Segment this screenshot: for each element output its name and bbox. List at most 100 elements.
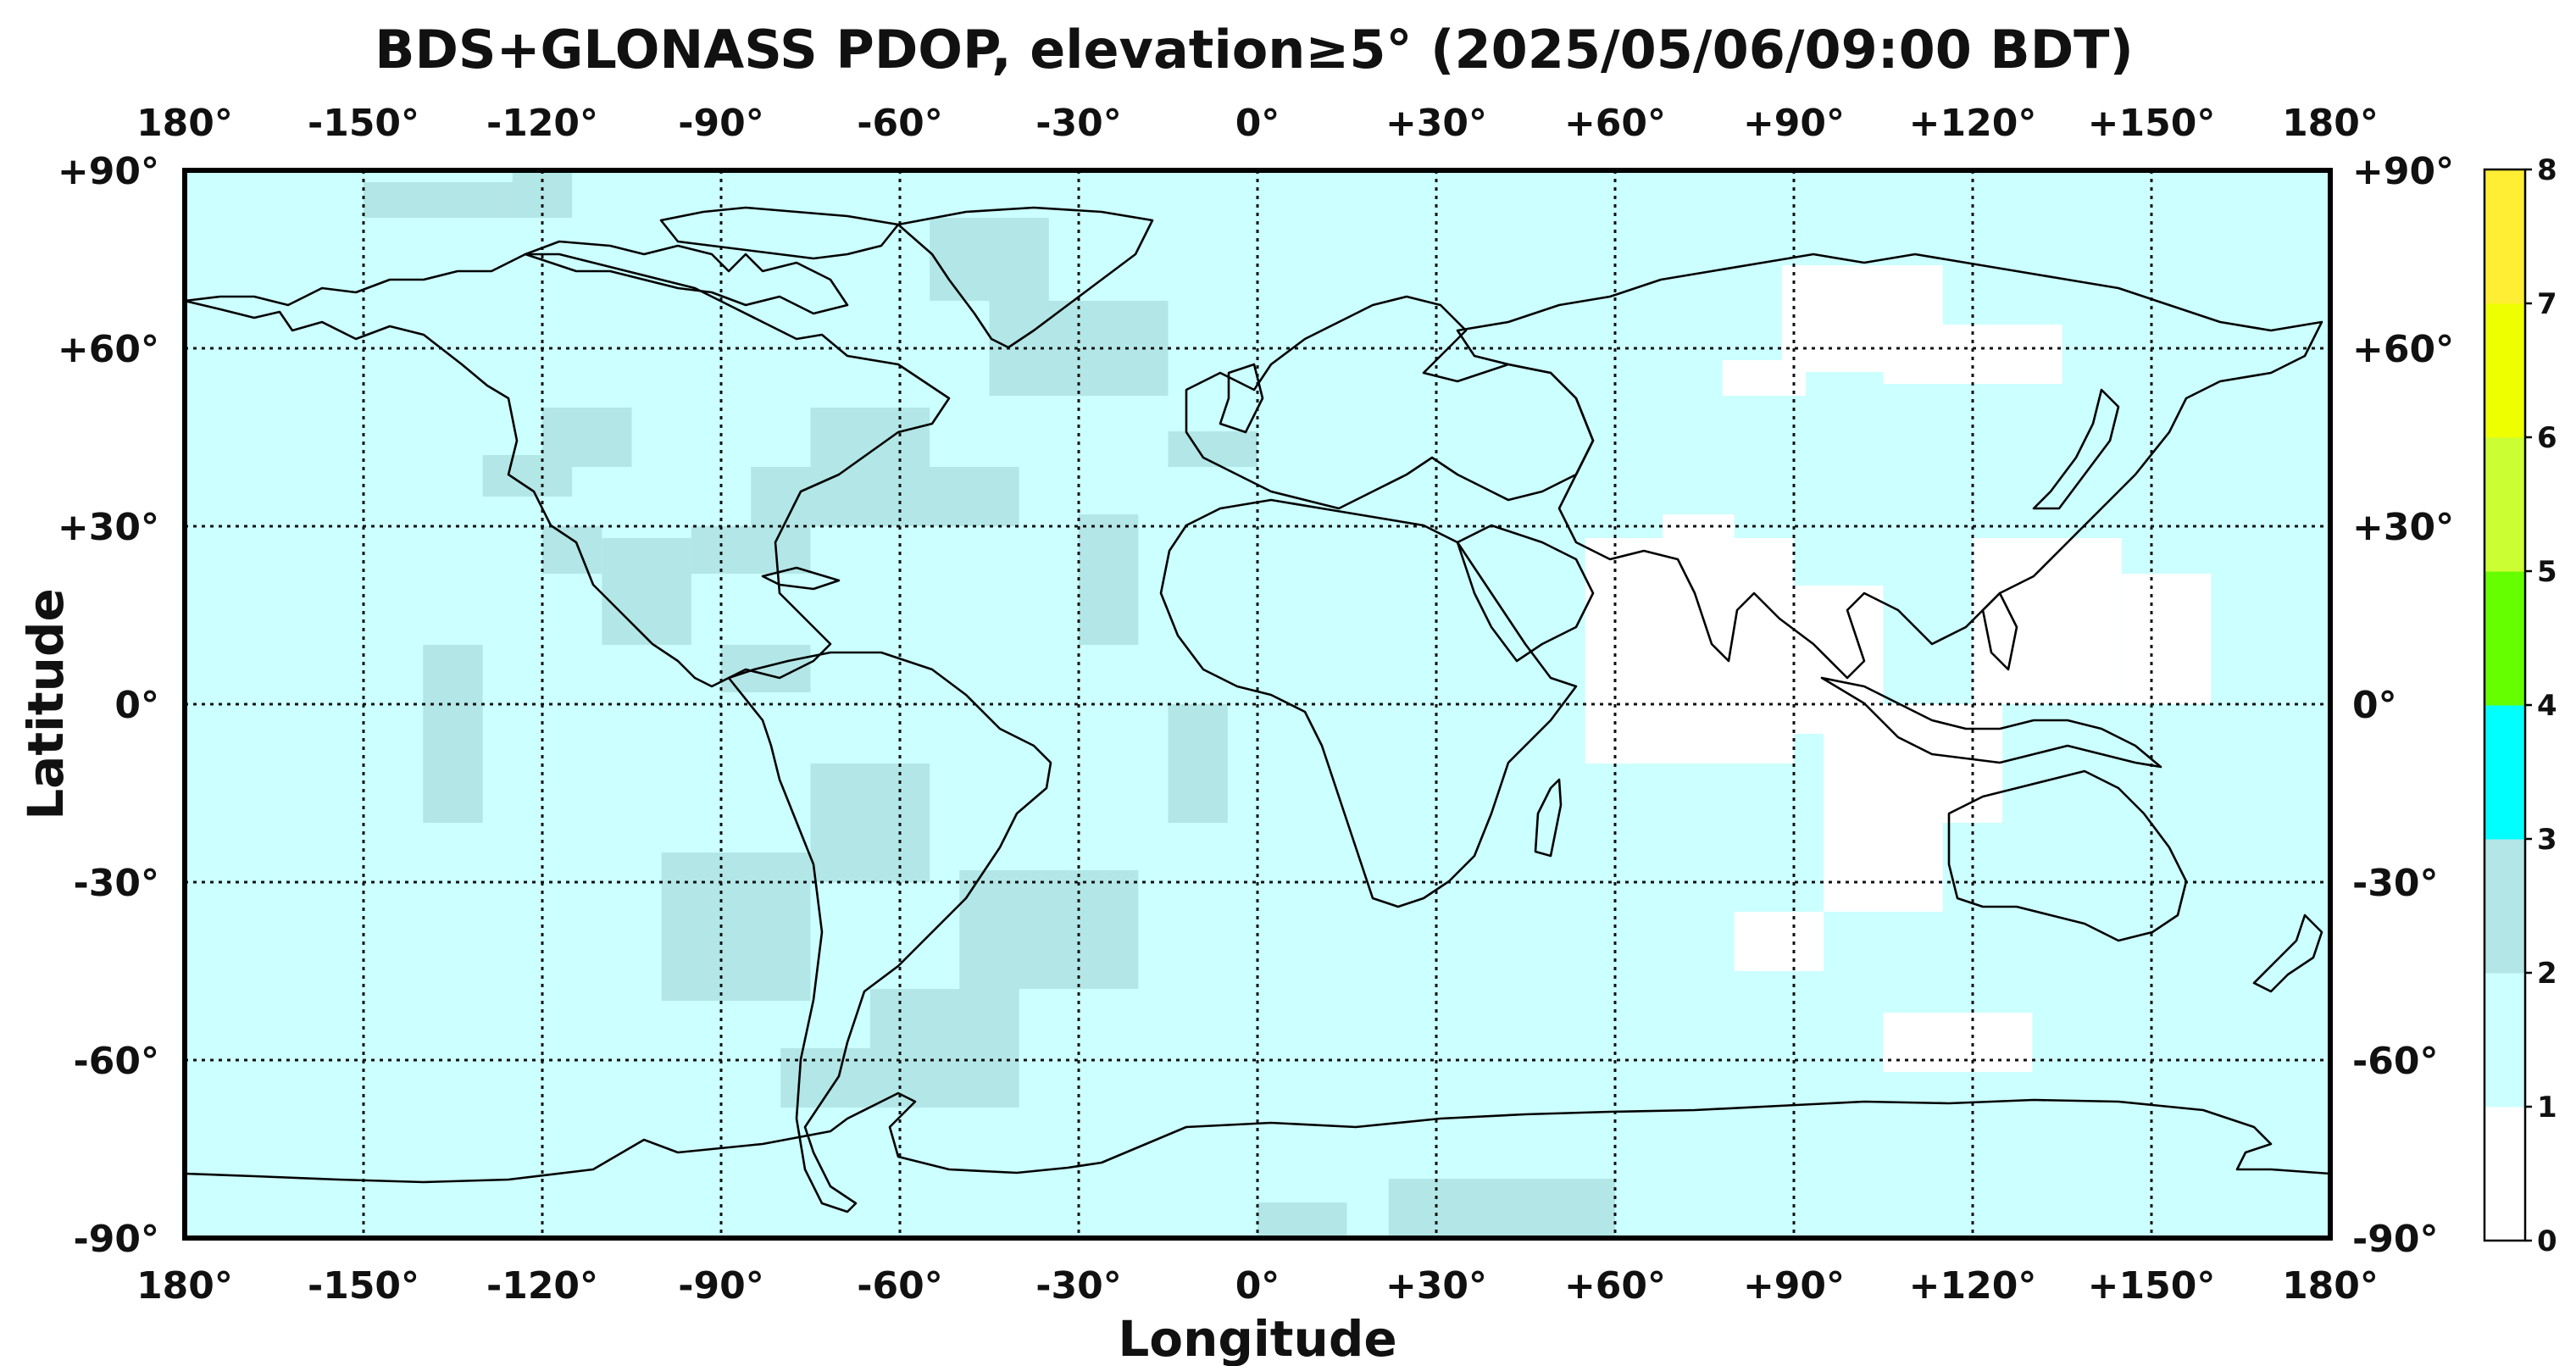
colorbar-tick-label: 5 — [2537, 555, 2557, 589]
y-tick-label-right: 0° — [2352, 684, 2397, 727]
colorbar: 0 1 2 3 4 5 6 7 8 — [2483, 153, 2557, 1258]
map-frame — [182, 168, 2333, 1241]
x-tick-label-bottom: +30° — [1385, 1264, 1487, 1308]
pdop-region-0-1-24 — [1722, 360, 1807, 396]
x-tick-label-bottom: 180° — [2282, 1264, 2379, 1308]
y-tick-label-left: 0° — [114, 684, 159, 727]
colorbar-segment-2 — [2484, 839, 2525, 974]
x-tick-label-bottom: 180° — [136, 1264, 233, 1308]
y-tick-labels-right: +90° +60° +30° 0° -30° -60° -90° — [2352, 150, 2454, 1261]
coastline-indonesia — [1820, 676, 2162, 769]
x-tick-label-top: +150° — [2088, 102, 2216, 145]
chart-title: BDS+GLONASS PDOP, elevation≥5° (2025/05/… — [375, 19, 2134, 81]
pdop-region-0-1-31 — [1973, 538, 2122, 704]
x-tick-label-bottom: +120° — [1909, 1264, 2037, 1308]
y-tick-label-left: +90° — [58, 150, 159, 193]
pdop-region-2-3-15 — [1168, 704, 1228, 823]
pdop-region-0-1-30 — [1734, 912, 1824, 971]
colorbar-segment-1 — [2484, 973, 2525, 1108]
coastline-africa — [1159, 498, 1578, 908]
map-area — [182, 168, 2333, 1241]
gridlines — [185, 170, 2330, 1238]
pdop-region-0-1-27 — [1585, 538, 1794, 764]
x-tick-label-top: -150° — [308, 102, 419, 145]
x-tick-label-bottom: +60° — [1564, 1264, 1666, 1308]
x-tick-label-bottom: -90° — [678, 1264, 764, 1308]
x-tick-label-bottom: 0° — [1235, 1264, 1280, 1308]
coastline-philippines — [1981, 591, 2018, 671]
y-tick-label-right: +90° — [2352, 150, 2454, 193]
x-axis-label: Longitude — [1118, 1310, 1396, 1366]
coastline-antarctica — [185, 1091, 2330, 1184]
x-tick-label-top: 180° — [2282, 102, 2379, 145]
y-tick-label-left: -60° — [74, 1040, 160, 1083]
x-tick-label-top: +90° — [1743, 102, 1845, 145]
pdop-region-0-1-32 — [2121, 574, 2212, 704]
pdop-region-2-3-2 — [930, 218, 1049, 301]
pdop-region-2-3-14 — [721, 645, 811, 692]
pdop-region-0-1-34 — [1883, 1013, 2033, 1072]
pdop-region-2-3-5 — [482, 455, 573, 497]
pdop-region-2-3-0 — [364, 182, 513, 218]
y-tick-label-right: +30° — [2352, 506, 2454, 549]
coastline-greenland — [897, 206, 1154, 349]
pdop-region-2-3-18 — [959, 870, 1139, 989]
y-tick-label-left: -90° — [74, 1218, 160, 1261]
pdop-region-2-3-8 — [1168, 431, 1257, 467]
coastline-asia — [1456, 253, 2323, 680]
colorbar-tick-label: 4 — [2537, 689, 2557, 723]
x-tick-label-top: -120° — [486, 102, 598, 145]
x-tick-label-bottom: -30° — [1035, 1264, 1122, 1308]
pdop-region-2-3-13 — [423, 645, 483, 823]
y-axis-label: Latitude — [17, 588, 75, 820]
coastline-south-america — [727, 651, 1052, 1213]
colorbar-tick-label: 6 — [2537, 421, 2557, 455]
y-tick-label-left: +60° — [58, 328, 159, 371]
colorbar-segment-5 — [2484, 437, 2525, 572]
y-tick-label-left: -30° — [74, 862, 160, 905]
x-tick-label-top: 0° — [1235, 102, 1280, 145]
colorbar-tick-label: 3 — [2537, 823, 2557, 857]
x-tick-label-top: +120° — [1909, 102, 2037, 145]
x-tick-label-top: +60° — [1564, 102, 1666, 145]
pdop-region-2-3-11 — [691, 526, 811, 574]
coastline-japan — [2032, 388, 2120, 510]
x-tick-labels-top: 180° -150° -120° -90° -60° -30° 0° +30° +60° +90°… — [136, 102, 2379, 145]
x-tick-label-bottom: +90° — [1743, 1264, 1845, 1308]
colorbar-segment-4 — [2484, 571, 2525, 706]
x-tick-label-bottom: -60° — [857, 1264, 943, 1308]
coastlines — [185, 206, 2330, 1213]
coastline-madagascar — [1534, 778, 1563, 858]
x-tick-label-top: +30° — [1385, 102, 1487, 145]
x-tick-label-bottom: -150° — [308, 1264, 419, 1308]
coastline-arabia — [1456, 524, 1595, 663]
colorbar-tick-label: 0 — [2537, 1224, 2557, 1258]
pdop-region-2-3-1 — [512, 170, 573, 218]
y-tick-label-right: -30° — [2352, 862, 2439, 905]
x-tick-label-bottom: -120° — [486, 1264, 598, 1308]
y-tick-label-left: +30° — [58, 506, 159, 549]
colorbar-tick-label: 8 — [2537, 153, 2557, 187]
y-tick-label-right: -60° — [2352, 1040, 2439, 1083]
y-tick-labels-left: +90° +60° +30° 0° -30° -60° -90° — [58, 150, 159, 1261]
x-tick-label-bottom: +150° — [2088, 1264, 2216, 1308]
coastline-north-america — [185, 253, 951, 688]
coastline-arctic-islands-north — [659, 206, 900, 260]
coastline-uk — [1219, 363, 1264, 434]
y-tick-label-right: -90° — [2352, 1218, 2439, 1261]
pdop-region-2-3-7 — [810, 408, 930, 479]
x-tick-label-top: -30° — [1035, 102, 1122, 145]
y-tick-label-right: +60° — [2352, 328, 2454, 371]
x-tick-labels-bottom: 180° -150° -120° -90° -60° -30° 0° +30° +60° +90°… — [136, 1264, 2379, 1308]
coastline-australia — [1947, 769, 2188, 942]
colorbar-segment-3 — [2484, 705, 2525, 840]
colorbar-tick-label: 7 — [2537, 287, 2557, 321]
pdop-region-0-1-28 — [1794, 586, 1884, 734]
colorbar-tick-label: 2 — [2537, 957, 2557, 991]
x-tick-label-top: -90° — [678, 102, 764, 145]
pdop-region-2-3-17 — [810, 764, 930, 882]
x-tick-label-top: -60° — [857, 102, 943, 145]
pdop-region-2-3-12 — [1079, 514, 1139, 645]
pdop-region-2-3-9 — [602, 538, 691, 645]
